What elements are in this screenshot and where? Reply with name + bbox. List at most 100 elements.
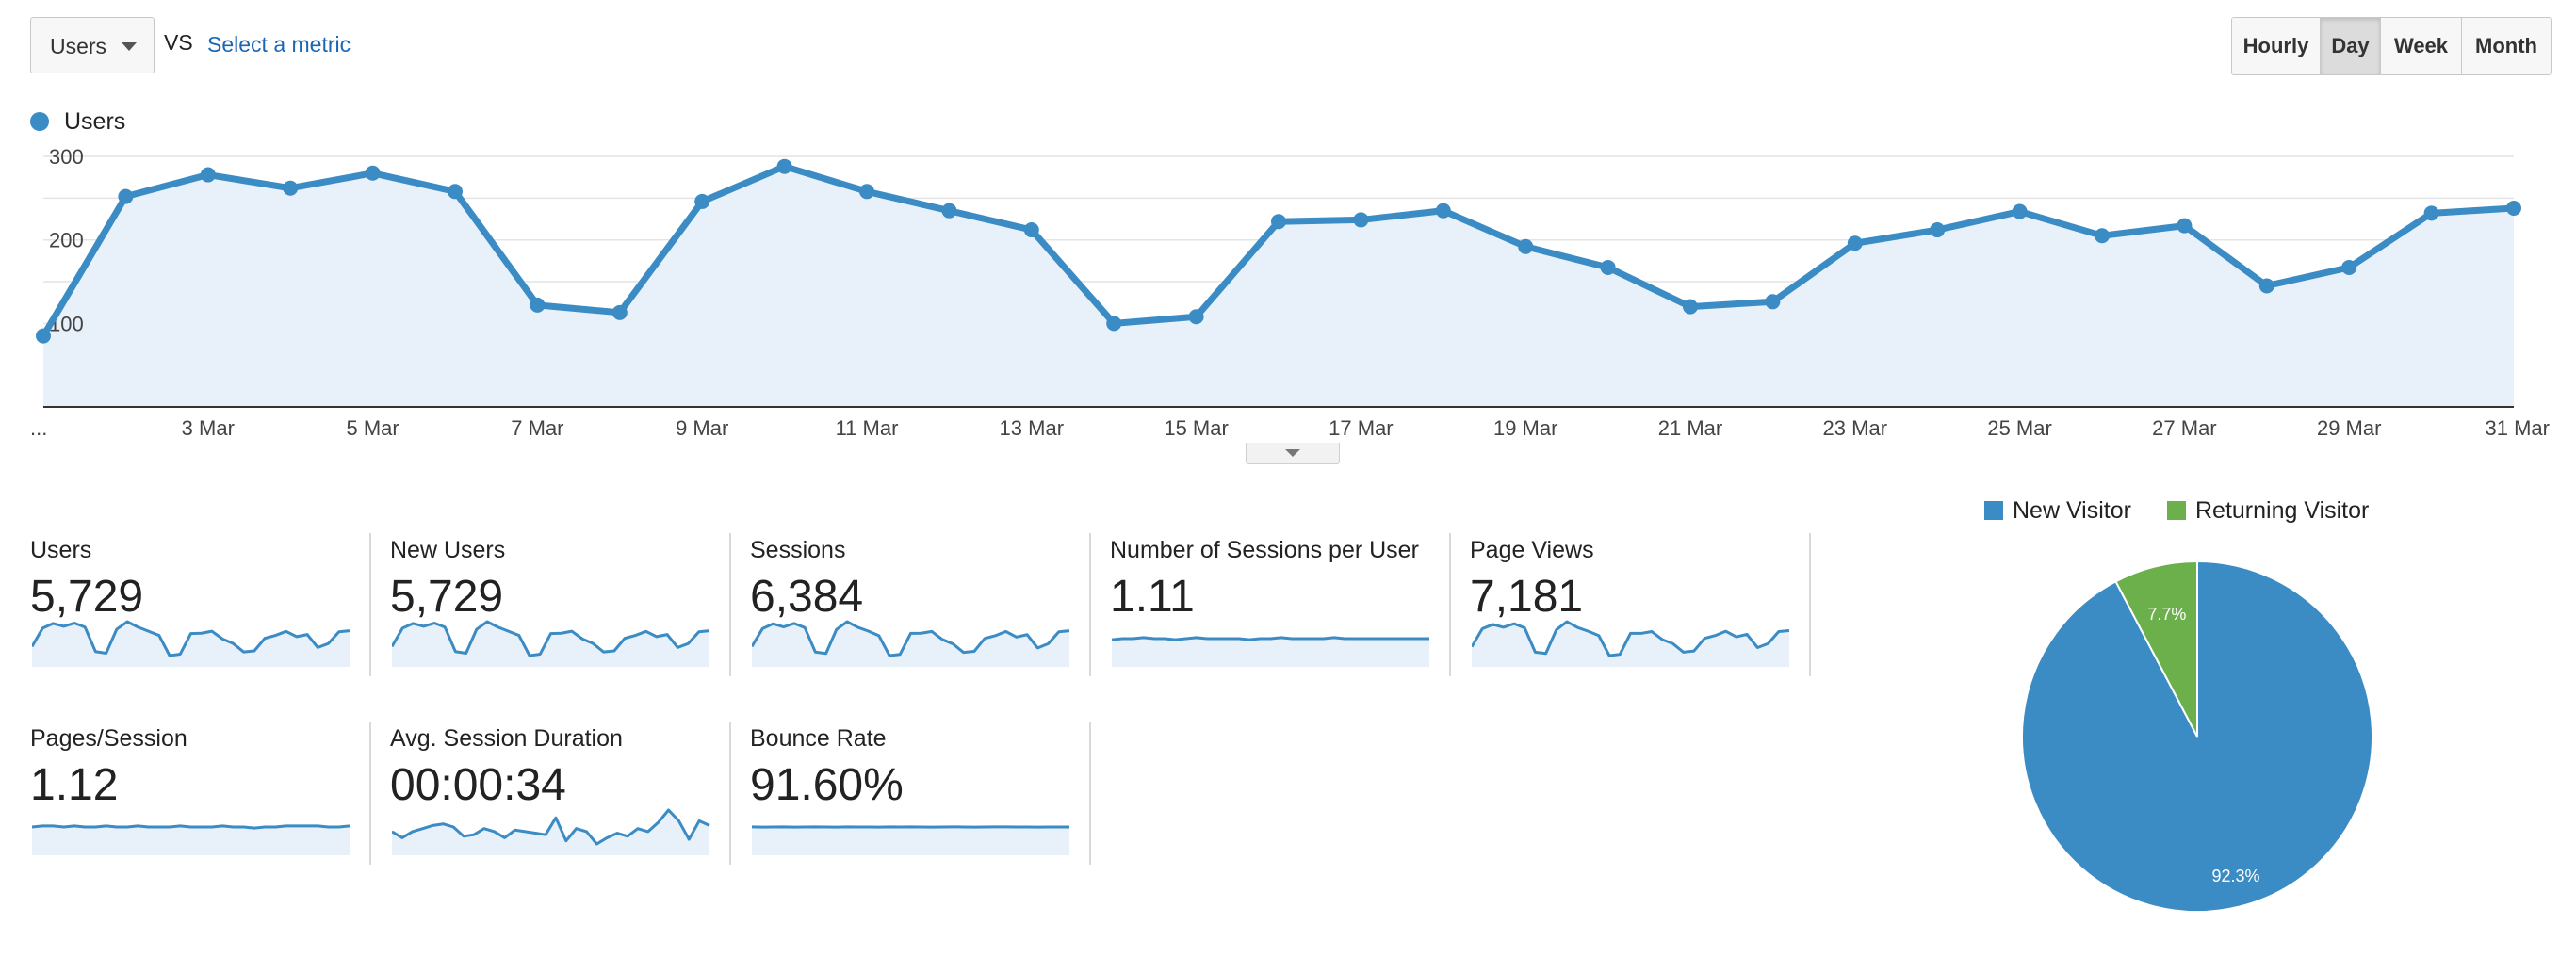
period-toggle: Hourly Day Week Month <box>2231 17 2552 75</box>
data-point <box>1435 203 1451 219</box>
tile-value: 7,181 <box>1470 572 1584 622</box>
data-point <box>859 184 874 200</box>
data-point <box>2506 201 2521 217</box>
tile-sessions[interactable]: Sessions 6,384 <box>750 533 1110 676</box>
tile-label: New Users <box>390 537 506 563</box>
pie-slice-returning-visitor <box>2114 560 2198 738</box>
tile-label: Avg. Session Duration <box>390 725 623 752</box>
returning-visitor-legend-label[interactable]: Returning Visitor <box>2195 497 2370 524</box>
data-point <box>2095 228 2110 244</box>
sparkline-line <box>1472 620 1790 657</box>
tile-label: Pages/Session <box>30 725 187 752</box>
data-point <box>1188 309 1204 325</box>
day-button[interactable]: Day <box>2321 18 2381 74</box>
data-point <box>1518 238 1534 254</box>
new-visitor-legend-label[interactable]: New Visitor <box>2013 497 2131 524</box>
sparkline-area <box>32 825 350 855</box>
tile-bounce-rate[interactable]: Bounce Rate 91.60% <box>750 722 1110 865</box>
visitor-type-pie-chart[interactable]: 92.3% 7.7% <box>2018 558 2376 916</box>
sparkline-area <box>392 810 709 855</box>
sparkline <box>392 808 710 855</box>
data-point <box>1023 222 1039 238</box>
divider <box>729 533 731 676</box>
sparkline <box>1472 620 1790 667</box>
sparkline <box>752 620 1070 667</box>
pie-label-new-visitor: 92.3% <box>2211 867 2259 885</box>
sparkline <box>752 825 1069 855</box>
data-point <box>1600 259 1616 275</box>
tile-value: 5,729 <box>30 572 144 622</box>
primary-metric-select[interactable]: Users <box>30 17 155 73</box>
caret-down-icon <box>122 42 137 51</box>
vs-label: VS <box>164 30 193 55</box>
select-metric-link[interactable]: Select a metric <box>207 32 351 57</box>
tile-value: 1.12 <box>30 760 119 810</box>
new-visitor-legend-swatch <box>1984 501 2003 520</box>
sparkline-line <box>392 620 710 657</box>
pie-slice-new-visitor <box>2021 560 2373 913</box>
sparkline-area <box>1112 637 1429 667</box>
pie-label-returning-visitor: 7.7% <box>2147 605 2186 624</box>
data-point <box>2341 259 2357 275</box>
tile-avg-session-duration[interactable]: Avg. Session Duration 00:00:34 <box>390 722 750 865</box>
tile-page-views[interactable]: Page Views 7,181 <box>1470 533 1830 676</box>
primary-metric-label: Users <box>50 34 107 58</box>
x-tick-label: 19 Mar <box>1493 416 1557 440</box>
tile-sessions-per-user[interactable]: Number of Sessions per User 1.11 <box>1110 533 1470 676</box>
month-button[interactable]: Month <box>2462 18 2551 74</box>
data-point <box>448 184 463 200</box>
divider <box>1809 533 1811 676</box>
users-area-fill <box>43 166 2514 407</box>
divider <box>1089 722 1091 865</box>
sparkline-line <box>32 824 351 830</box>
tile-label: Users <box>30 537 92 563</box>
x-tick-label: 15 Mar <box>1164 416 1228 440</box>
data-point <box>941 203 957 219</box>
x-tick-label: 13 Mar <box>1000 416 1064 440</box>
divider <box>729 722 731 865</box>
tile-label: Bounce Rate <box>750 725 887 752</box>
y-tick-label: 200 <box>49 229 84 252</box>
divider <box>369 533 371 676</box>
hourly-button[interactable]: Hourly <box>2232 18 2321 74</box>
data-point <box>1847 235 1863 251</box>
sparkline-line <box>392 808 710 846</box>
divider <box>1449 533 1451 676</box>
data-point <box>36 328 51 344</box>
divider <box>1089 533 1091 676</box>
x-tick-label: 23 Mar <box>1823 416 1887 440</box>
data-point <box>2012 203 2028 219</box>
x-tick-label: 7 Mar <box>511 416 563 440</box>
returning-visitor-legend-swatch <box>2167 501 2186 520</box>
data-point <box>1683 299 1698 315</box>
tile-value: 6,384 <box>750 572 864 622</box>
tile-label: Page Views <box>1470 537 1594 563</box>
users-legend-label[interactable]: Users <box>64 108 126 135</box>
sparkline-line <box>32 620 351 657</box>
sparkline-area <box>392 622 709 667</box>
chevron-down-icon <box>1285 449 1300 457</box>
sparkline-line <box>752 620 1070 657</box>
tile-new-users[interactable]: New Users 5,729 <box>390 533 750 676</box>
week-button[interactable]: Week <box>2381 18 2462 74</box>
data-point <box>118 188 134 204</box>
data-point <box>283 180 299 196</box>
x-tick-label: 31 Mar <box>2486 416 2550 440</box>
x-tick-label: 3 Mar <box>182 416 235 440</box>
data-point <box>1353 212 1369 228</box>
data-point <box>365 165 381 181</box>
x-tick-label: ... <box>30 416 47 440</box>
sparkline-area <box>752 826 1069 855</box>
x-tick-label: 5 Mar <box>346 416 399 440</box>
sparkline-area <box>1472 622 1789 667</box>
data-point <box>1106 316 1122 332</box>
tile-value: 91.60% <box>750 760 904 810</box>
data-point <box>200 167 216 183</box>
tile-users[interactable]: Users 5,729 <box>30 533 390 676</box>
sparkline <box>1112 636 1429 667</box>
chart-expand-handle[interactable] <box>1246 443 1340 464</box>
tile-pages-per-session[interactable]: Pages/Session 1.12 <box>30 722 390 865</box>
x-tick-label: 29 Mar <box>2317 416 2381 440</box>
tile-label: Number of Sessions per User <box>1110 537 1419 563</box>
